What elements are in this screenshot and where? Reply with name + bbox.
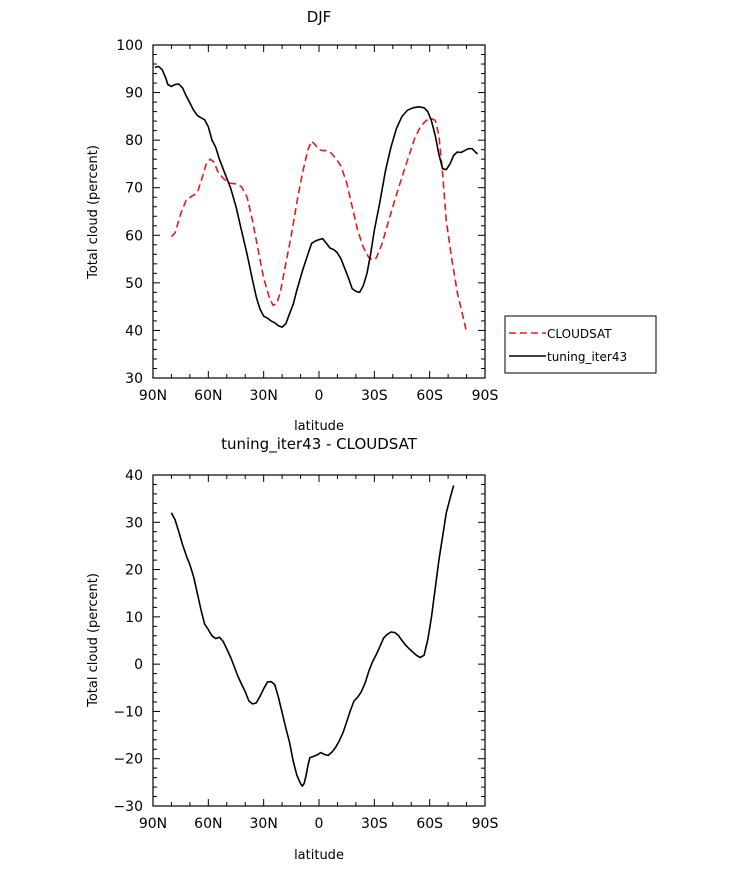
y-tick-label: 0 [134, 657, 143, 673]
top-chart-panel: DJF 90N 60N 30N 0 30S 60S 90S 30 40 50 60 70 80 90 100… [86, 8, 498, 434]
y-tick-label: 70 [125, 181, 143, 197]
bottom-chart-series [170, 485, 455, 787]
bottom-chart-panel: tuning_iter43 - CLOUDSAT 90N 60N 30N 0 30S 60… [86, 435, 498, 863]
top-chart-series [154, 65, 479, 333]
bottom-chart-ylabel: Total cloud (percent) [86, 573, 101, 708]
legend-label-tuning-iter43: tuning_iter43 [547, 350, 627, 364]
y-tick-label: 10 [125, 610, 143, 626]
x-tick-label: 90N [139, 388, 167, 404]
bottom-chart-frame [152, 474, 486, 807]
x-tick-label: 30N [250, 388, 278, 404]
y-tick-label: −20 [113, 752, 143, 768]
x-tick-label: 30S [361, 816, 388, 832]
y-tick-label: 50 [125, 276, 143, 292]
x-tick-label: 30S [361, 388, 388, 404]
bottom-chart-title: tuning_iter43 - CLOUDSAT [221, 435, 418, 454]
y-tick-label: 100 [116, 38, 143, 54]
legend-box [504, 315, 657, 374]
series-line-cloudsat [170, 117, 468, 333]
top-chart-xlabel: latitude [294, 419, 344, 434]
top-chart-frame [152, 44, 486, 379]
x-tick-label: 60N [194, 816, 222, 832]
y-tick-label: 30 [125, 515, 143, 531]
x-tick-label: 0 [315, 816, 324, 832]
top-chart-ylabel: Total cloud (percent) [86, 145, 101, 280]
x-tick-label: 0 [315, 388, 324, 404]
y-tick-label: −10 [113, 704, 143, 720]
legend: CLOUDSAT tuning_iter43 [504, 315, 657, 374]
y-tick-label: 60 [125, 228, 143, 244]
y-tick-label: 30 [125, 371, 143, 387]
x-tick-label: 90S [472, 816, 499, 832]
x-tick-label: 90S [472, 388, 499, 404]
y-tick-label: 40 [125, 468, 143, 484]
y-tick-label: 40 [125, 323, 143, 339]
x-tick-label: 60S [416, 816, 443, 832]
series-line-difference [170, 485, 455, 787]
x-tick-label: 60N [194, 388, 222, 404]
top-chart-ticks: 90N 60N 30N 0 30S 60S 90S 30 40 50 60 70 80 90 100 [116, 38, 498, 404]
y-tick-label: 90 [125, 86, 143, 102]
y-tick-label: 20 [125, 563, 143, 579]
top-chart-title: DJF [307, 8, 332, 26]
series-line-tuning-iter43 [154, 65, 479, 328]
x-tick-label: 60S [416, 388, 443, 404]
y-tick-label: 80 [125, 133, 143, 149]
x-tick-label: 30N [250, 816, 278, 832]
bottom-chart-xlabel: latitude [294, 848, 344, 863]
y-tick-label: −30 [113, 799, 143, 815]
bottom-chart-ticks: 90N 60N 30N 0 30S 60S 90S −30 −20 −10 0 10 20 30 40 [113, 468, 498, 832]
legend-label-cloudsat: CLOUDSAT [547, 327, 612, 341]
x-tick-label: 90N [139, 816, 167, 832]
